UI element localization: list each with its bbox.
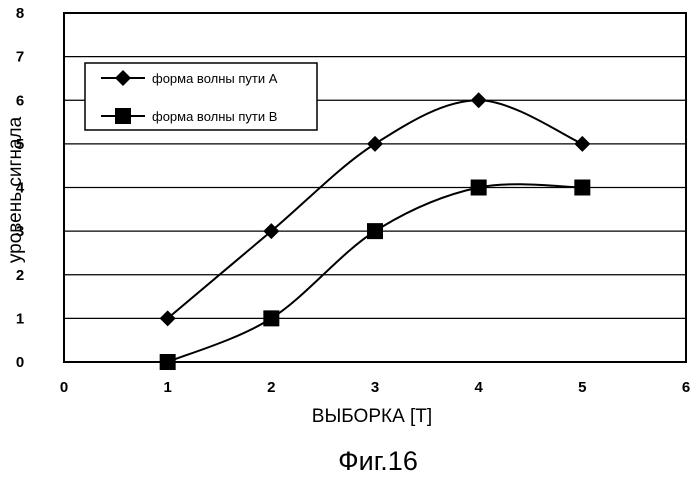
y-axis-title: уровень сигнала [5,116,26,263]
y-tick-label: 2 [16,267,24,284]
y-tick-label: 8 [16,5,24,22]
legend-label: форма волны пути A [152,71,278,86]
legend-marker-square [115,108,131,124]
x-tick-label: 2 [267,379,275,396]
y-tick-label: 1 [16,310,24,327]
data-point-square [471,180,487,196]
data-point-square [574,180,590,196]
data-point-square [160,354,176,370]
data-point-square [367,223,383,239]
x-tick-label: 4 [474,379,483,396]
x-tick-label: 3 [371,379,379,396]
x-tick-label: 5 [578,379,586,396]
series-line [168,100,583,318]
figure-caption: Фиг.16 [338,446,418,476]
x-axis-ticks: 0 1 2 3 4 5 6 [60,379,690,396]
x-tick-label: 1 [163,379,171,396]
data-point-square [263,310,279,326]
legend-label: форма волны пути B [152,109,277,124]
data-point-diamond [574,136,590,152]
x-tick-label: 0 [60,379,68,396]
y-tick-label: 0 [16,354,24,371]
series-line [168,184,583,362]
y-tick-label: 6 [16,92,24,109]
data-point-diamond [471,92,487,108]
x-axis-title: ВЫБОРКА [T] [312,406,432,427]
x-tick-label: 6 [682,379,690,396]
data-point-diamond [367,136,383,152]
legend: форма волны пути A форма волны пути B [85,63,317,130]
legend-item: форма волны пути B [101,108,277,124]
y-tick-label: 7 [16,49,24,66]
